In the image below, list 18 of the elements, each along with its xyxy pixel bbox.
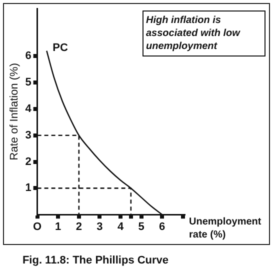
x-tick-label: O [33, 221, 42, 234]
annotation: PC [52, 42, 68, 54]
x-tick-label: 4 [117, 221, 124, 234]
y-tick-label: 2 [25, 156, 32, 168]
x-tick-label: 2 [76, 221, 82, 234]
text: Fig. 11.8: The Phillips Curve [22, 254, 169, 266]
x-tick-label: 5 [138, 221, 144, 234]
y-tick-label: 1 [25, 182, 32, 194]
y-tick-label: 3 [25, 129, 32, 142]
x-axis-title: Unemployment rate (%) [189, 216, 262, 240]
x-tick-label: 1 [55, 221, 62, 234]
annotation: High inflation is associated with low unemployment [146, 14, 242, 52]
x-tick-label: 3 [96, 221, 103, 234]
y-tick-label: 4 [25, 102, 32, 115]
x-tick-label: 6 [159, 221, 166, 234]
y-tick-label: 5 [25, 76, 32, 89]
y-axis-title: Rate of Inflation (%) [8, 62, 21, 160]
y-tick-label: 6 [25, 50, 32, 62]
